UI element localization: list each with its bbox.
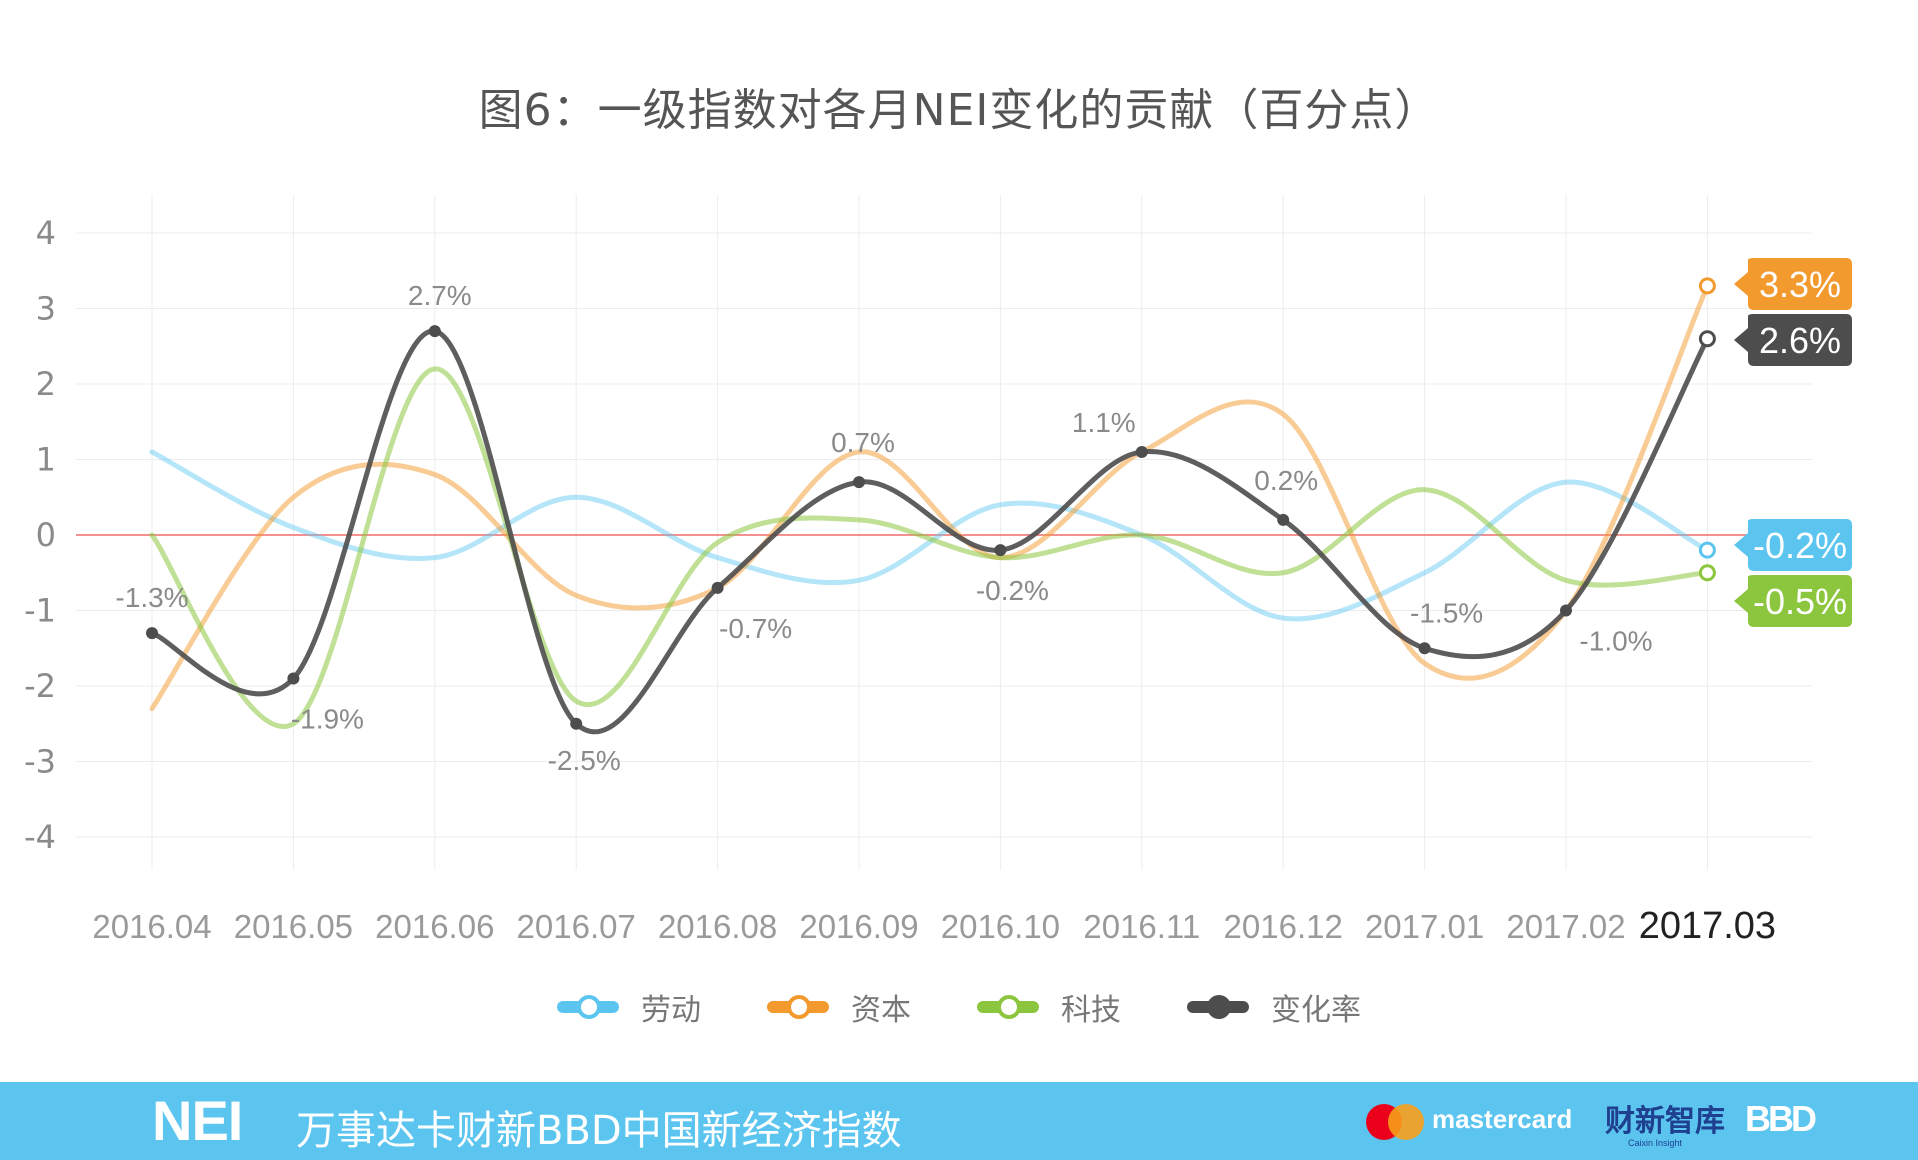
data-label: -1.3% [115, 582, 188, 613]
end-tag-label: -0.2% [1753, 525, 1847, 566]
data-point [287, 672, 300, 685]
mastercard-wordmark: mastercard [1432, 1104, 1573, 1134]
data-point [1560, 604, 1572, 617]
y-tick-label: 0 [36, 516, 56, 554]
legend-item-capital: 资本 [767, 985, 911, 1029]
x-tick-label: 2016.09 [799, 908, 918, 945]
legend-item-change-rate: 变化率 [1187, 985, 1361, 1029]
end-tag-label: 2.6% [1759, 320, 1841, 361]
caixin-insight-logo: 财新智库 [1605, 1104, 1725, 1139]
legend-label: 变化率 [1271, 993, 1361, 1028]
data-label: 2.7% [408, 280, 472, 311]
legend-item-tech: 科技 [977, 985, 1121, 1029]
series-line-labor [149, 449, 1710, 622]
data-label: -1.0% [1579, 626, 1652, 657]
end-point-change-rate [1698, 330, 1716, 348]
legend-marker-icon [997, 995, 1021, 1019]
data-point [1135, 445, 1148, 458]
end-tag-bg [1734, 519, 1852, 571]
end-tag-bg [1734, 575, 1852, 627]
data-point [146, 627, 158, 640]
y-tick-label: -3 [24, 743, 56, 781]
y-tick-label: 3 [36, 290, 56, 328]
data-point [1277, 513, 1290, 526]
data-label: -2.5% [548, 745, 621, 776]
x-tick-label: 2016.06 [375, 908, 494, 945]
end-tag-labor: -0.2% [1734, 519, 1852, 571]
mastercard-logo-icon [1366, 1104, 1424, 1140]
y-tick-label: -1 [24, 592, 56, 630]
series-line-change-rate [149, 328, 1710, 735]
end-tag-tech: -0.5% [1734, 575, 1852, 627]
x-tick-label: 2016.10 [941, 908, 1060, 945]
x-tick-label: 2016.07 [517, 908, 636, 945]
legend-swatch [1187, 995, 1249, 1019]
series-tech [149, 366, 1716, 729]
data-label: 1.1% [1072, 407, 1136, 438]
end-tag-capital: 3.3% [1734, 258, 1852, 310]
data-point [711, 581, 724, 594]
legend-label: 科技 [1061, 993, 1121, 1028]
x-tick-label: 2017.02 [1506, 908, 1625, 945]
grid [76, 195, 1812, 870]
x-tick-label: 2016.05 [234, 908, 353, 945]
x-tick-label: 2017.01 [1365, 908, 1484, 945]
data-label: -0.7% [719, 613, 792, 644]
legend-swatch [977, 995, 1039, 1019]
data-label: -1.5% [1410, 597, 1483, 628]
y-tick-label: -4 [24, 818, 56, 856]
end-point-capital [1698, 277, 1716, 295]
footer-banner: NEI 万事达卡财新BBD中国新经济指数 mastercard 财新智库 Cai… [0, 1082, 1918, 1160]
series-labor [149, 449, 1716, 622]
y-tick-label: -2 [24, 667, 56, 705]
x-tick-label: 2017.03 [1639, 905, 1776, 947]
legend-marker-icon [577, 995, 601, 1019]
end-tag-bg [1734, 258, 1852, 310]
chart-svg: 4 3 2 1 0 -1 -2 -3 -4 2016.04 2016.05 2016.06 2016.0… [24, 195, 1852, 947]
data-point [428, 325, 441, 338]
end-tag-bg [1734, 314, 1852, 366]
end-tag-change-rate: 2.6% [1734, 314, 1852, 366]
end-point-labor [1698, 541, 1716, 559]
legend-label: 资本 [851, 993, 911, 1028]
chart-title: 图6：一级指数对各月NEI变化的贡献（百分点） [478, 85, 1440, 136]
series-capital [149, 277, 1716, 712]
data-label: 0.7% [831, 427, 895, 458]
legend-marker-icon [1207, 995, 1231, 1019]
data-label: -1.9% [291, 703, 364, 734]
legend-label: 劳动 [641, 993, 701, 1028]
legend-swatch [557, 995, 619, 1019]
caixin-insight-sub: Caixin Insight [1628, 1138, 1683, 1148]
data-label: -0.2% [976, 575, 1049, 606]
series-line-tech [149, 366, 1710, 729]
footer-title: 万事达卡财新BBD中国新经济指数 [296, 1108, 902, 1154]
end-tag-label: 3.3% [1759, 264, 1841, 305]
legend-swatch [767, 995, 829, 1019]
data-point [1418, 642, 1431, 655]
bbd-logo: BBD [1745, 1098, 1817, 1139]
series-change-rate [146, 325, 1716, 735]
legend-item-labor: 劳动 [557, 985, 701, 1029]
data-point [994, 544, 1007, 557]
end-point-tech [1698, 564, 1716, 582]
x-tick-label: 2016.12 [1224, 908, 1343, 945]
data-point [570, 717, 583, 730]
x-tick-label: 2016.11 [1083, 908, 1200, 945]
legend-marker-icon [787, 995, 811, 1019]
y-tick-label: 2 [36, 365, 56, 403]
data-label: 0.2% [1254, 465, 1318, 496]
x-tick-label: 2016.04 [92, 908, 211, 945]
end-tag-label: -0.5% [1753, 581, 1847, 622]
y-tick-label: 4 [36, 214, 56, 252]
legend: 劳动 资本 科技 变化率 [0, 985, 1918, 1029]
data-point [853, 476, 865, 489]
y-tick-label: 1 [36, 441, 56, 479]
x-tick-label: 2016.08 [658, 908, 777, 945]
series-line-capital [149, 283, 1710, 712]
nei-logo: NEI [152, 1089, 243, 1152]
